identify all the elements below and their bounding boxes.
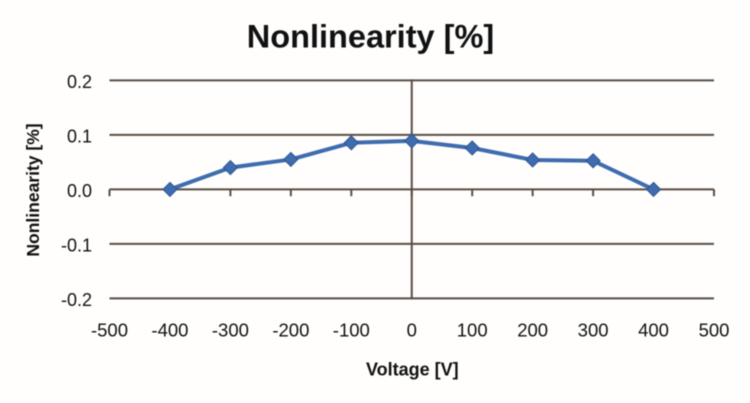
svg-text:200: 200	[517, 320, 548, 341]
svg-text:Voltage [V]: Voltage [V]	[366, 360, 459, 380]
svg-text:Nonlinearity [%]: Nonlinearity [%]	[23, 123, 43, 256]
svg-text:0: 0	[407, 320, 417, 341]
svg-text:400: 400	[638, 320, 669, 341]
svg-text:Nonlinearity [%]: Nonlinearity [%]	[247, 19, 494, 55]
svg-text:-200: -200	[272, 320, 309, 341]
svg-text:300: 300	[578, 320, 609, 341]
svg-text:500: 500	[699, 320, 730, 341]
svg-text:-0.1: -0.1	[61, 235, 92, 255]
svg-text:-400: -400	[151, 320, 188, 341]
svg-text:0.1: 0.1	[67, 126, 92, 146]
svg-text:-100: -100	[333, 320, 370, 341]
svg-text:0.2: 0.2	[67, 72, 92, 92]
svg-text:-300: -300	[212, 320, 249, 341]
svg-text:-0.2: -0.2	[61, 290, 92, 310]
svg-text:0.0: 0.0	[67, 181, 92, 201]
svg-text:-500: -500	[91, 320, 128, 341]
svg-text:100: 100	[457, 320, 488, 341]
